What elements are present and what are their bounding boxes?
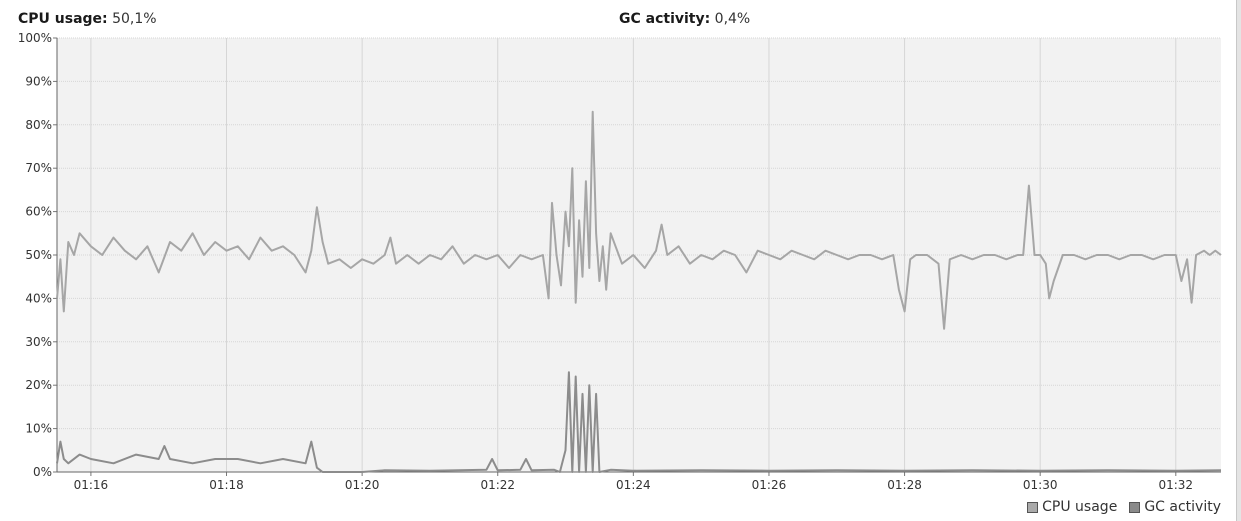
legend-label-cpu-usage: CPU usage — [1042, 499, 1118, 515]
x-tick-label: 01:28 — [887, 478, 922, 492]
y-tick-label: 0% — [33, 465, 52, 479]
chart-header: CPU usage: 50,1% GC activity: 0,4% — [0, 11, 1230, 31]
cpu-usage-readout: CPU usage: 50,1% — [18, 11, 157, 27]
gc-activity-value: 0,4% — [714, 11, 751, 27]
y-tick-label: 50% — [25, 248, 52, 262]
y-tick-label: 10% — [25, 422, 52, 436]
y-tick-label: 20% — [25, 378, 52, 392]
cpu-usage-label: CPU usage: — [18, 11, 108, 27]
x-tick-label: 01:26 — [752, 478, 787, 492]
gc-activity-swatch — [1129, 501, 1141, 513]
gc-activity-label: GC activity: — [619, 11, 711, 27]
x-tick-label: 01:30 — [1023, 478, 1058, 492]
gc-activity-line — [56, 371, 1222, 473]
legend-label-gc-activity: GC activity — [1144, 499, 1221, 515]
cpu-usage-value: 50,1% — [112, 11, 157, 27]
x-tick-label: 01:32 — [1158, 478, 1193, 492]
x-tick-label: 01:20 — [345, 478, 380, 492]
window-edge — [1236, 0, 1241, 521]
x-tick-label: 01:22 — [480, 478, 515, 492]
y-tick-label: 90% — [25, 74, 52, 88]
x-tick-label: 01:24 — [616, 478, 651, 492]
y-tick-label: 70% — [25, 161, 52, 175]
x-tick-label: 01:18 — [209, 478, 244, 492]
x-tick-label: 01:16 — [74, 478, 109, 492]
legend-entry-gc-activity[interactable]: GC activity — [1129, 499, 1221, 515]
y-tick-label: 40% — [25, 291, 52, 305]
y-tick-label: 80% — [25, 118, 52, 132]
legend-entry-cpu-usage[interactable]: CPU usage — [1027, 499, 1117, 515]
gc-activity-readout: GC activity: 0,4% — [619, 11, 750, 27]
y-tick-label: 60% — [25, 205, 52, 219]
y-tick-label: 30% — [25, 335, 52, 349]
cpu-usage-line — [56, 110, 1222, 330]
chart-legend: CPU usage GC activity — [1027, 499, 1221, 515]
y-tick-label: 100% — [18, 31, 52, 45]
cpu-usage-swatch — [1027, 501, 1039, 513]
